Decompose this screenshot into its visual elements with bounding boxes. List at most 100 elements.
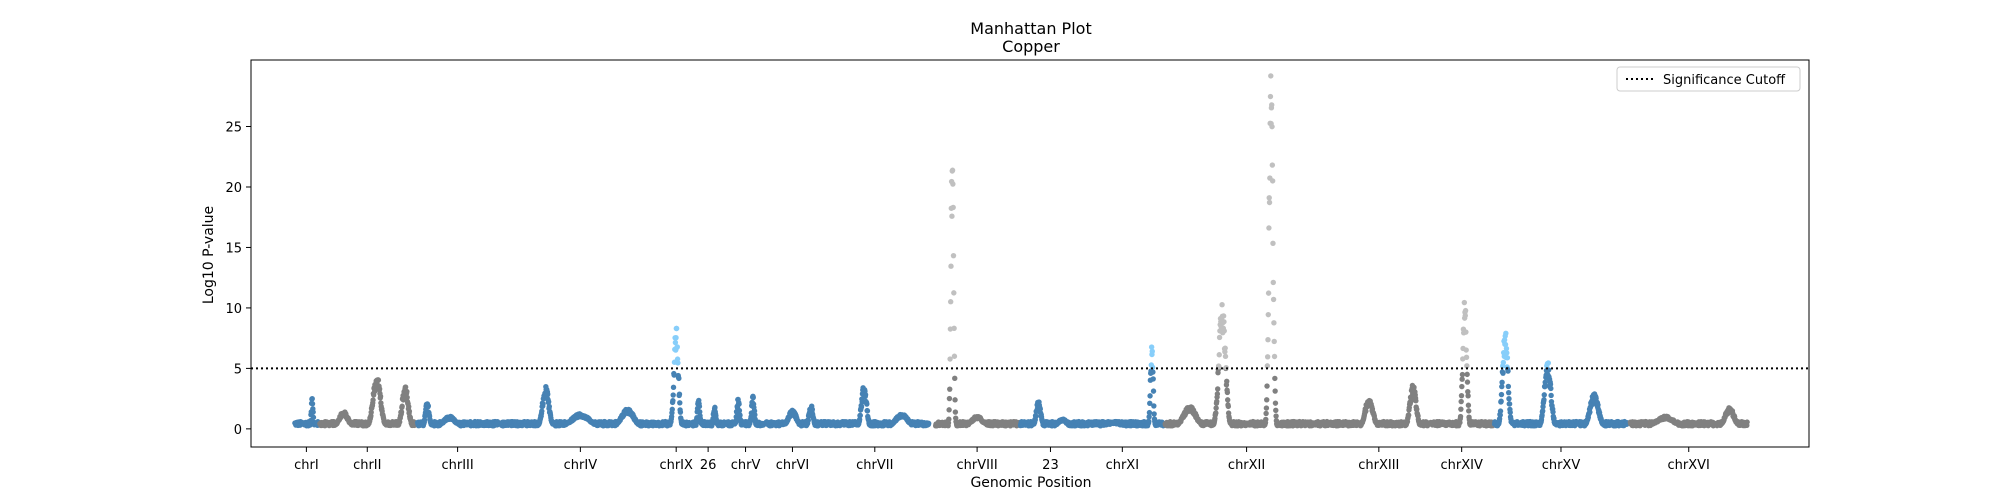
- y-tick-label: 10: [225, 302, 242, 317]
- data-point: [1462, 307, 1469, 314]
- data-point: [1548, 385, 1554, 392]
- y-axis-label: Log10 P-value: [201, 206, 217, 304]
- data-point: [1273, 413, 1279, 419]
- data-point: [425, 403, 432, 409]
- data-point: [1267, 93, 1274, 100]
- data-point: [1150, 369, 1156, 375]
- data-point: [1220, 313, 1227, 319]
- data-point: [856, 416, 863, 423]
- data-point: [1464, 371, 1470, 378]
- y-tick-label: 5: [234, 362, 242, 377]
- data-point: [1264, 383, 1270, 389]
- data-point: [1147, 400, 1153, 407]
- data-point: [1466, 408, 1472, 414]
- data-point: [1497, 408, 1504, 414]
- data-point: [1499, 383, 1505, 390]
- data-point: [1264, 397, 1270, 403]
- data-point: [952, 375, 958, 382]
- data-point: [671, 372, 677, 378]
- x-tick-label: chrIX: [659, 458, 693, 473]
- data-point: [1545, 360, 1552, 366]
- data-point: [1465, 402, 1472, 408]
- data-point: [669, 406, 675, 413]
- data-point: [1263, 416, 1269, 423]
- data-point: [947, 299, 954, 305]
- data-point: [947, 356, 953, 362]
- data-point: [1268, 73, 1274, 79]
- data-point: [1503, 345, 1510, 352]
- y-tick-label: 25: [225, 121, 242, 136]
- data-point: [1540, 408, 1546, 414]
- data-point: [1264, 354, 1271, 360]
- data-point: [1548, 392, 1554, 399]
- data-point: [805, 417, 811, 423]
- x-tick-label: 23: [1042, 458, 1059, 473]
- data-point: [1464, 363, 1470, 369]
- data-point: [1147, 393, 1153, 399]
- data-point: [1224, 389, 1231, 396]
- data-point: [1542, 382, 1549, 389]
- data-point: [368, 409, 374, 415]
- data-point: [1263, 405, 1270, 411]
- data-point: [1465, 388, 1471, 395]
- data-point: [1507, 409, 1513, 416]
- data-point: [545, 391, 551, 397]
- data-point: [1033, 413, 1039, 420]
- data-point: [1222, 353, 1229, 360]
- data-point: [310, 409, 316, 415]
- data-point: [1458, 406, 1464, 412]
- data-point: [949, 167, 956, 173]
- data-point: [862, 392, 869, 398]
- legend-label: Significance Cutoff: [1663, 73, 1786, 88]
- x-tick-label: chrXII: [1228, 458, 1265, 473]
- data-point: [1221, 328, 1227, 334]
- data-point: [676, 391, 683, 397]
- data-point: [1151, 403, 1157, 409]
- data-point: [1265, 311, 1271, 318]
- data-point: [1502, 341, 1509, 348]
- data-point: [952, 397, 958, 403]
- data-point: [1273, 407, 1279, 414]
- data-point: [1269, 123, 1275, 130]
- data-point: [951, 325, 957, 331]
- data-point: [950, 181, 956, 187]
- chart-subtitle: Copper: [1002, 37, 1060, 56]
- data-point: [736, 401, 742, 407]
- data-point: [950, 252, 957, 259]
- x-tick-label: chrI: [294, 458, 319, 473]
- x-tick-label: chrVIII: [957, 458, 998, 473]
- data-point: [947, 386, 953, 392]
- data-point: [1272, 375, 1278, 382]
- data-point: [1457, 413, 1464, 420]
- data-point: [1263, 410, 1269, 417]
- data-point: [404, 394, 410, 401]
- data-point: [951, 290, 957, 296]
- data-point: [375, 377, 382, 383]
- data-point: [545, 399, 552, 405]
- data-point: [1506, 401, 1513, 407]
- x-tick-label: 26: [700, 458, 717, 473]
- data-point: [399, 403, 405, 409]
- data-point: [376, 386, 383, 392]
- x-axis-label: Genomic Position: [970, 475, 1091, 491]
- data-point: [1462, 312, 1468, 319]
- data-point: [676, 375, 682, 382]
- legend: Significance Cutoff: [1616, 66, 1801, 92]
- data-point: [404, 388, 410, 395]
- data-point: [1264, 363, 1271, 369]
- data-point: [1146, 409, 1153, 416]
- data-point: [672, 339, 679, 346]
- data-point: [1221, 319, 1227, 325]
- legend-frame: [1616, 66, 1801, 92]
- data-point: [1214, 386, 1221, 392]
- data-point: [1146, 418, 1152, 425]
- data-point: [677, 409, 684, 415]
- data-point: [1216, 352, 1222, 358]
- data-point: [1500, 370, 1506, 376]
- data-point: [809, 406, 816, 413]
- data-point: [750, 394, 756, 401]
- data-point: [1505, 389, 1512, 396]
- x-tick-label: chrII: [353, 458, 381, 473]
- data-point: [1271, 320, 1277, 326]
